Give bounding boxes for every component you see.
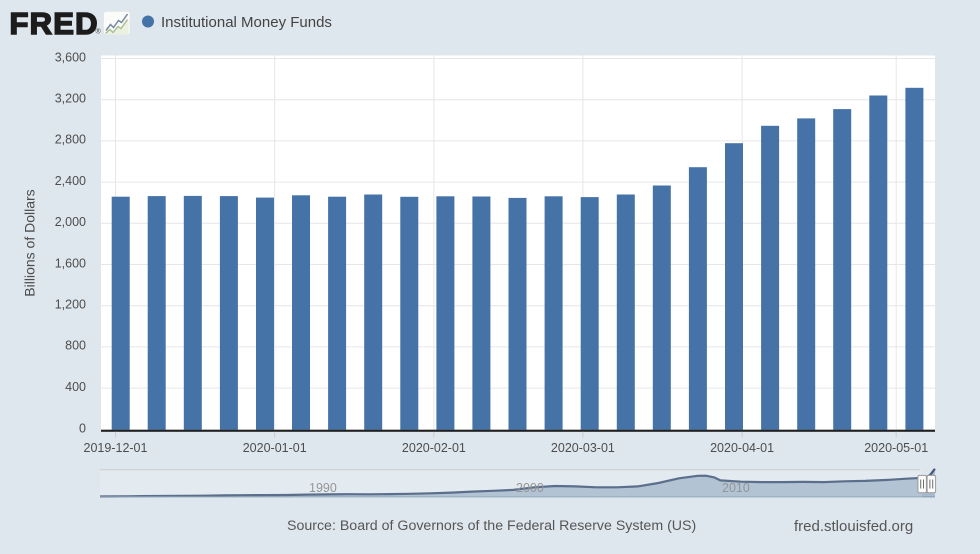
svg-text:0: 0 xyxy=(79,422,86,436)
svg-text:2,800: 2,800 xyxy=(55,133,86,147)
svg-text:2020-02-01: 2020-02-01 xyxy=(402,441,466,455)
svg-text:2010: 2010 xyxy=(722,481,750,495)
svg-text:1,200: 1,200 xyxy=(55,298,86,312)
svg-text:Billions of Dollars: Billions of Dollars xyxy=(22,189,38,296)
svg-text:fred.stlouisfed.org: fred.stlouisfed.org xyxy=(794,518,913,535)
svg-text:1990: 1990 xyxy=(309,481,337,495)
svg-text:2,400: 2,400 xyxy=(55,174,86,188)
svg-text:1,600: 1,600 xyxy=(55,256,86,270)
svg-text:2020-05-01: 2020-05-01 xyxy=(864,441,928,455)
svg-text:3,600: 3,600 xyxy=(55,50,86,64)
svg-text:2019-12-01: 2019-12-01 xyxy=(84,441,148,455)
svg-text:FRED: FRED xyxy=(10,6,99,41)
svg-text:3,200: 3,200 xyxy=(55,92,86,106)
svg-text:2020-04-01: 2020-04-01 xyxy=(710,441,774,455)
svg-text:®: ® xyxy=(96,28,102,36)
svg-text:2020-01-01: 2020-01-01 xyxy=(243,441,307,455)
svg-text:800: 800 xyxy=(65,339,86,353)
svg-text:2,000: 2,000 xyxy=(55,215,86,229)
svg-text:Institutional Money Funds: Institutional Money Funds xyxy=(161,14,332,31)
svg-text:2000: 2000 xyxy=(516,481,544,495)
svg-text:2020-03-01: 2020-03-01 xyxy=(551,441,615,455)
svg-text:400: 400 xyxy=(65,380,86,394)
svg-text:Source: Board of Governors of: Source: Board of Governors of the Federa… xyxy=(287,518,696,534)
